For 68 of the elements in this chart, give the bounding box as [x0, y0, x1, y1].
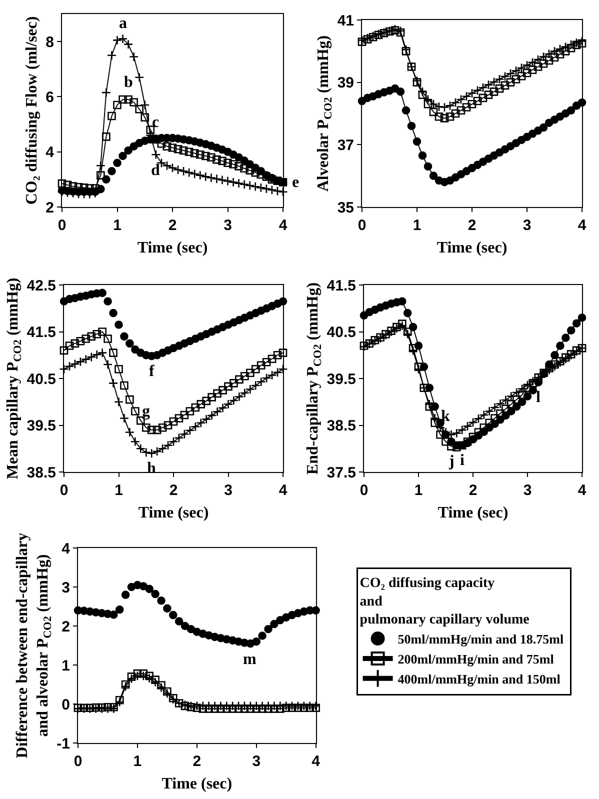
x-tick-label: 1 [114, 482, 123, 499]
y-tick-label: 41 [337, 12, 354, 30]
annotation: f [149, 363, 155, 380]
y-tick-label: 2 [46, 199, 54, 216]
x-tick-label: 1 [113, 217, 122, 234]
y-tick-label: 35 [337, 199, 354, 216]
x-axis-title: Time (sec) [137, 240, 208, 257]
annotation: d [151, 162, 160, 179]
x-tick-label: 0 [74, 753, 82, 770]
y-tick-label: 37.5 [326, 464, 356, 482]
annotation: l [536, 389, 541, 406]
x-tick-label: 0 [360, 482, 368, 499]
y-tick-label: 40.5 [26, 370, 56, 388]
y-tick-label: 41.5 [26, 324, 56, 341]
x-tick-label: 2 [192, 753, 202, 770]
annotation: j [448, 453, 454, 470]
x-tick-label: 1 [414, 482, 423, 499]
y-tick-label: 38.5 [26, 464, 56, 482]
annotation: c [152, 114, 160, 131]
y-tick-label: 0 [62, 696, 70, 714]
y-tick-label: 42.5 [26, 277, 56, 294]
y-tick-label: 41.5 [326, 277, 356, 294]
y-tick-label: -1 [56, 735, 70, 752]
x-axis-title: Time (sec) [436, 240, 508, 257]
x-tick-label: 0 [358, 217, 366, 234]
annotation: i [460, 452, 465, 469]
x-axis-title: Time (sec) [438, 504, 508, 522]
x-tick-label: 3 [522, 217, 532, 234]
y-tick-label: 3 [62, 579, 70, 596]
y-tick-label: 4 [62, 540, 71, 558]
x-axis-title: Time (sec) [138, 504, 209, 522]
y-tick-label: 2 [62, 618, 70, 636]
x-tick-label: 4 [278, 482, 288, 499]
x-tick-label: 2 [169, 482, 178, 499]
y-tick-label: 39.5 [26, 418, 56, 434]
x-tick-label: 4 [578, 217, 587, 234]
x-tick-label: 3 [224, 217, 232, 234]
x-tick-label: 2 [168, 217, 177, 234]
y-axis-title: CO₂ diffusing Flow (ml/sec) [24, 16, 41, 205]
annotation: m [243, 651, 257, 668]
annotation: b [124, 74, 133, 91]
y-tick-label: 40.5 [326, 324, 356, 341]
y-tick-label: 4 [46, 144, 55, 162]
x-axis-title: Time (sec) [162, 776, 232, 793]
annotation: e [292, 174, 300, 191]
annotation: k [441, 408, 450, 425]
annotation: a [119, 15, 127, 32]
y-tick-label: 39.5 [326, 370, 356, 388]
x-tick-label: 2 [468, 482, 478, 499]
legend-label: 200ml/mmHg/min and 75ml [398, 652, 554, 667]
y-tick-label: 1 [62, 657, 70, 674]
x-tick-label: 4 [278, 217, 288, 234]
x-tick-label: 3 [523, 482, 532, 499]
y-tick-label: 39 [337, 74, 354, 92]
x-tick-label: 3 [224, 482, 232, 499]
legend-title: CO₂ diffusing capacity and pulmonary capillary volume [360, 576, 530, 628]
legend-label: 50ml/mmHg/min and 18.75ml [398, 632, 564, 647]
y-tick-label: 6 [46, 88, 54, 106]
x-tick-label: 3 [252, 753, 261, 770]
x-tick-label: 4 [312, 753, 321, 770]
x-tick-label: 2 [468, 217, 476, 234]
x-tick-label: 1 [133, 753, 142, 770]
y-tick-label: 38.5 [326, 418, 356, 434]
y-tick-label: 8 [46, 34, 54, 51]
legend-label: 400ml/mmHg/min and 150ml [398, 671, 561, 686]
x-tick-label: 1 [412, 217, 422, 234]
y-tick-label: 37 [337, 136, 354, 154]
x-tick-label: 4 [578, 482, 587, 499]
